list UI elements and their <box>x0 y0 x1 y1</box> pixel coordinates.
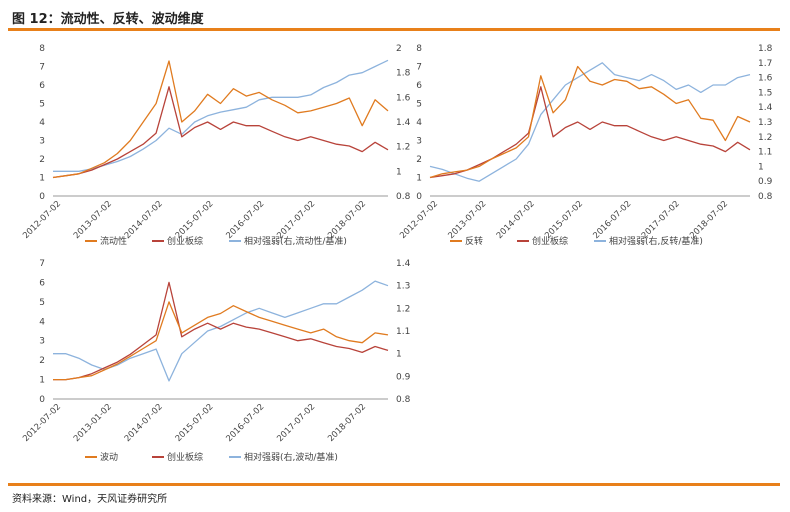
series-line-benchmark <box>53 281 389 381</box>
y-right-tick-label: 1.2 <box>396 304 410 314</box>
bottom-accent-bar <box>8 483 780 486</box>
source-note: 资料来源：Wind，天风证券研究所 <box>12 494 168 505</box>
y-right-tick-label: 0.9 <box>758 177 773 187</box>
y-left-tick-label: 3 <box>39 337 45 347</box>
y-left-tick-label: 7 <box>416 63 422 73</box>
x-tick-label: 2013-01-02 <box>72 402 114 444</box>
y-left-tick-label: 5 <box>416 100 422 110</box>
series-line-factor <box>52 60 389 179</box>
y-left-tick-label: 7 <box>39 63 45 73</box>
series-line-factor <box>53 301 389 381</box>
y-left-tick-label: 0 <box>39 192 45 202</box>
x-tick-label: 2018-07-02 <box>326 402 368 444</box>
y-right-tick-label: 1.4 <box>758 103 773 113</box>
series-line-benchmark <box>52 86 389 179</box>
y-right-tick-label: 1.1 <box>758 148 772 158</box>
y-right-tick-label: 1.2 <box>396 143 410 153</box>
y-right-tick-label: 1 <box>396 167 402 177</box>
x-tick-label: 2015-07-02 <box>174 199 216 241</box>
y-right-tick-label: 1.4 <box>396 118 411 128</box>
legend-label: 流动性 <box>100 235 127 247</box>
y-right-tick-label: 1.8 <box>396 69 411 79</box>
x-tick-label: 2012-07-02 <box>21 402 63 444</box>
x-tick-label: 2016-07-02 <box>224 199 266 241</box>
x-tick-label: 2016-07-02 <box>224 402 266 444</box>
top-accent-bar <box>8 28 780 31</box>
y-left-tick-label: 3 <box>416 137 422 147</box>
y-right-tick-label: 2 <box>396 44 402 54</box>
y-left-tick-label: 2 <box>416 155 422 165</box>
x-tick-label: 2018-07-02 <box>688 199 730 241</box>
y-left-tick-label: 4 <box>39 317 45 327</box>
y-right-tick-label: 1.3 <box>758 118 772 128</box>
y-right-tick-label: 0.8 <box>396 395 411 405</box>
y-left-tick-label: 1 <box>416 174 422 184</box>
y-right-tick-label: 1.6 <box>396 93 411 103</box>
y-left-tick-label: 6 <box>39 81 45 91</box>
y-right-tick-label: 1.1 <box>396 327 410 337</box>
x-tick-label: 2016-07-02 <box>591 199 633 241</box>
series-line-relative-strength <box>429 62 751 182</box>
x-tick-label: 2015-07-02 <box>174 402 216 444</box>
series-line-benchmark <box>429 86 751 179</box>
y-right-tick-label: 0.8 <box>758 192 773 202</box>
legend-label: 波动 <box>100 451 118 463</box>
x-tick-label: 2014-07-02 <box>123 402 165 444</box>
x-tick-label: 2014-07-02 <box>123 199 165 241</box>
chart-liquidity: 0 1 2 3 4 5 6 7 8 0.8 1 1.2 1.4 1.6 1.8 2 2012-07-02 2013… <box>21 44 410 247</box>
series-line-factor <box>429 65 751 179</box>
legend-label: 创业板综 <box>167 451 203 463</box>
y-right-tick-label: 1.2 <box>758 133 772 143</box>
y-left-tick-label: 5 <box>39 100 45 110</box>
legend-label: 相对强弱(右,波动/基准) <box>244 451 338 463</box>
y-right-tick-label: 1.8 <box>758 44 773 54</box>
x-tick-label: 2012-07-02 <box>21 199 63 241</box>
legend-label: 相对强弱(右,反转/基准) <box>609 235 703 247</box>
y-right-tick-label: 1.4 <box>396 259 411 269</box>
legend-label: 创业板综 <box>167 235 203 247</box>
y-left-tick-label: 4 <box>416 118 422 128</box>
x-tick-label: 2017-07-02 <box>275 402 317 444</box>
legend-label: 相对强弱(右,流动性/基准) <box>244 235 347 247</box>
series-line-relative-strength <box>53 280 389 382</box>
y-right-tick-label: 1.7 <box>758 59 772 69</box>
chart-reversal: 0 1 2 3 4 5 6 7 8 0.8 0.9 1 1.1 1.2 1.3 1.4 1.5 1.6 1.7 1.8… <box>398 44 773 247</box>
y-left-tick-label: 6 <box>416 81 422 91</box>
y-right-tick-label: 1.5 <box>758 88 772 98</box>
y-left-tick-label: 7 <box>39 259 45 269</box>
y-right-tick-label: 1 <box>758 162 764 172</box>
y-left-tick-label: 6 <box>39 278 45 288</box>
y-right-tick-label: 0.9 <box>396 372 411 382</box>
x-tick-label: 2017-07-02 <box>275 199 317 241</box>
x-tick-label: 2018-07-02 <box>326 199 368 241</box>
y-left-tick-label: 2 <box>39 155 45 165</box>
x-tick-label: 2017-07-02 <box>640 199 682 241</box>
y-left-tick-label: 1 <box>39 376 45 386</box>
y-left-tick-label: 1 <box>39 174 45 184</box>
y-left-tick-label: 2 <box>39 356 45 366</box>
y-left-tick-label: 3 <box>39 137 45 147</box>
x-tick-label: 2013-07-02 <box>72 199 114 241</box>
legend-label: 反转 <box>465 235 483 247</box>
figure-title: 图 12：流动性、反转、波动维度 <box>12 12 204 27</box>
y-left-tick-label: 8 <box>416 44 422 54</box>
y-right-tick-label: 1 <box>396 350 402 360</box>
legend-label: 创业板综 <box>532 235 568 247</box>
x-tick-label: 2015-07-02 <box>543 199 585 241</box>
x-tick-label: 2012-07-02 <box>398 199 440 241</box>
y-right-tick-label: 0.8 <box>396 192 411 202</box>
y-right-tick-label: 1.3 <box>396 282 410 292</box>
y-left-tick-label: 0 <box>39 395 45 405</box>
y-left-tick-label: 4 <box>39 118 45 128</box>
y-left-tick-label: 8 <box>39 44 45 54</box>
y-right-tick-label: 1.6 <box>758 74 773 84</box>
x-tick-label: 2013-07-02 <box>446 199 488 241</box>
series-line-relative-strength <box>53 59 389 172</box>
y-left-tick-label: 0 <box>416 192 422 202</box>
x-tick-label: 2014-07-02 <box>495 199 537 241</box>
y-left-tick-label: 5 <box>39 298 45 308</box>
